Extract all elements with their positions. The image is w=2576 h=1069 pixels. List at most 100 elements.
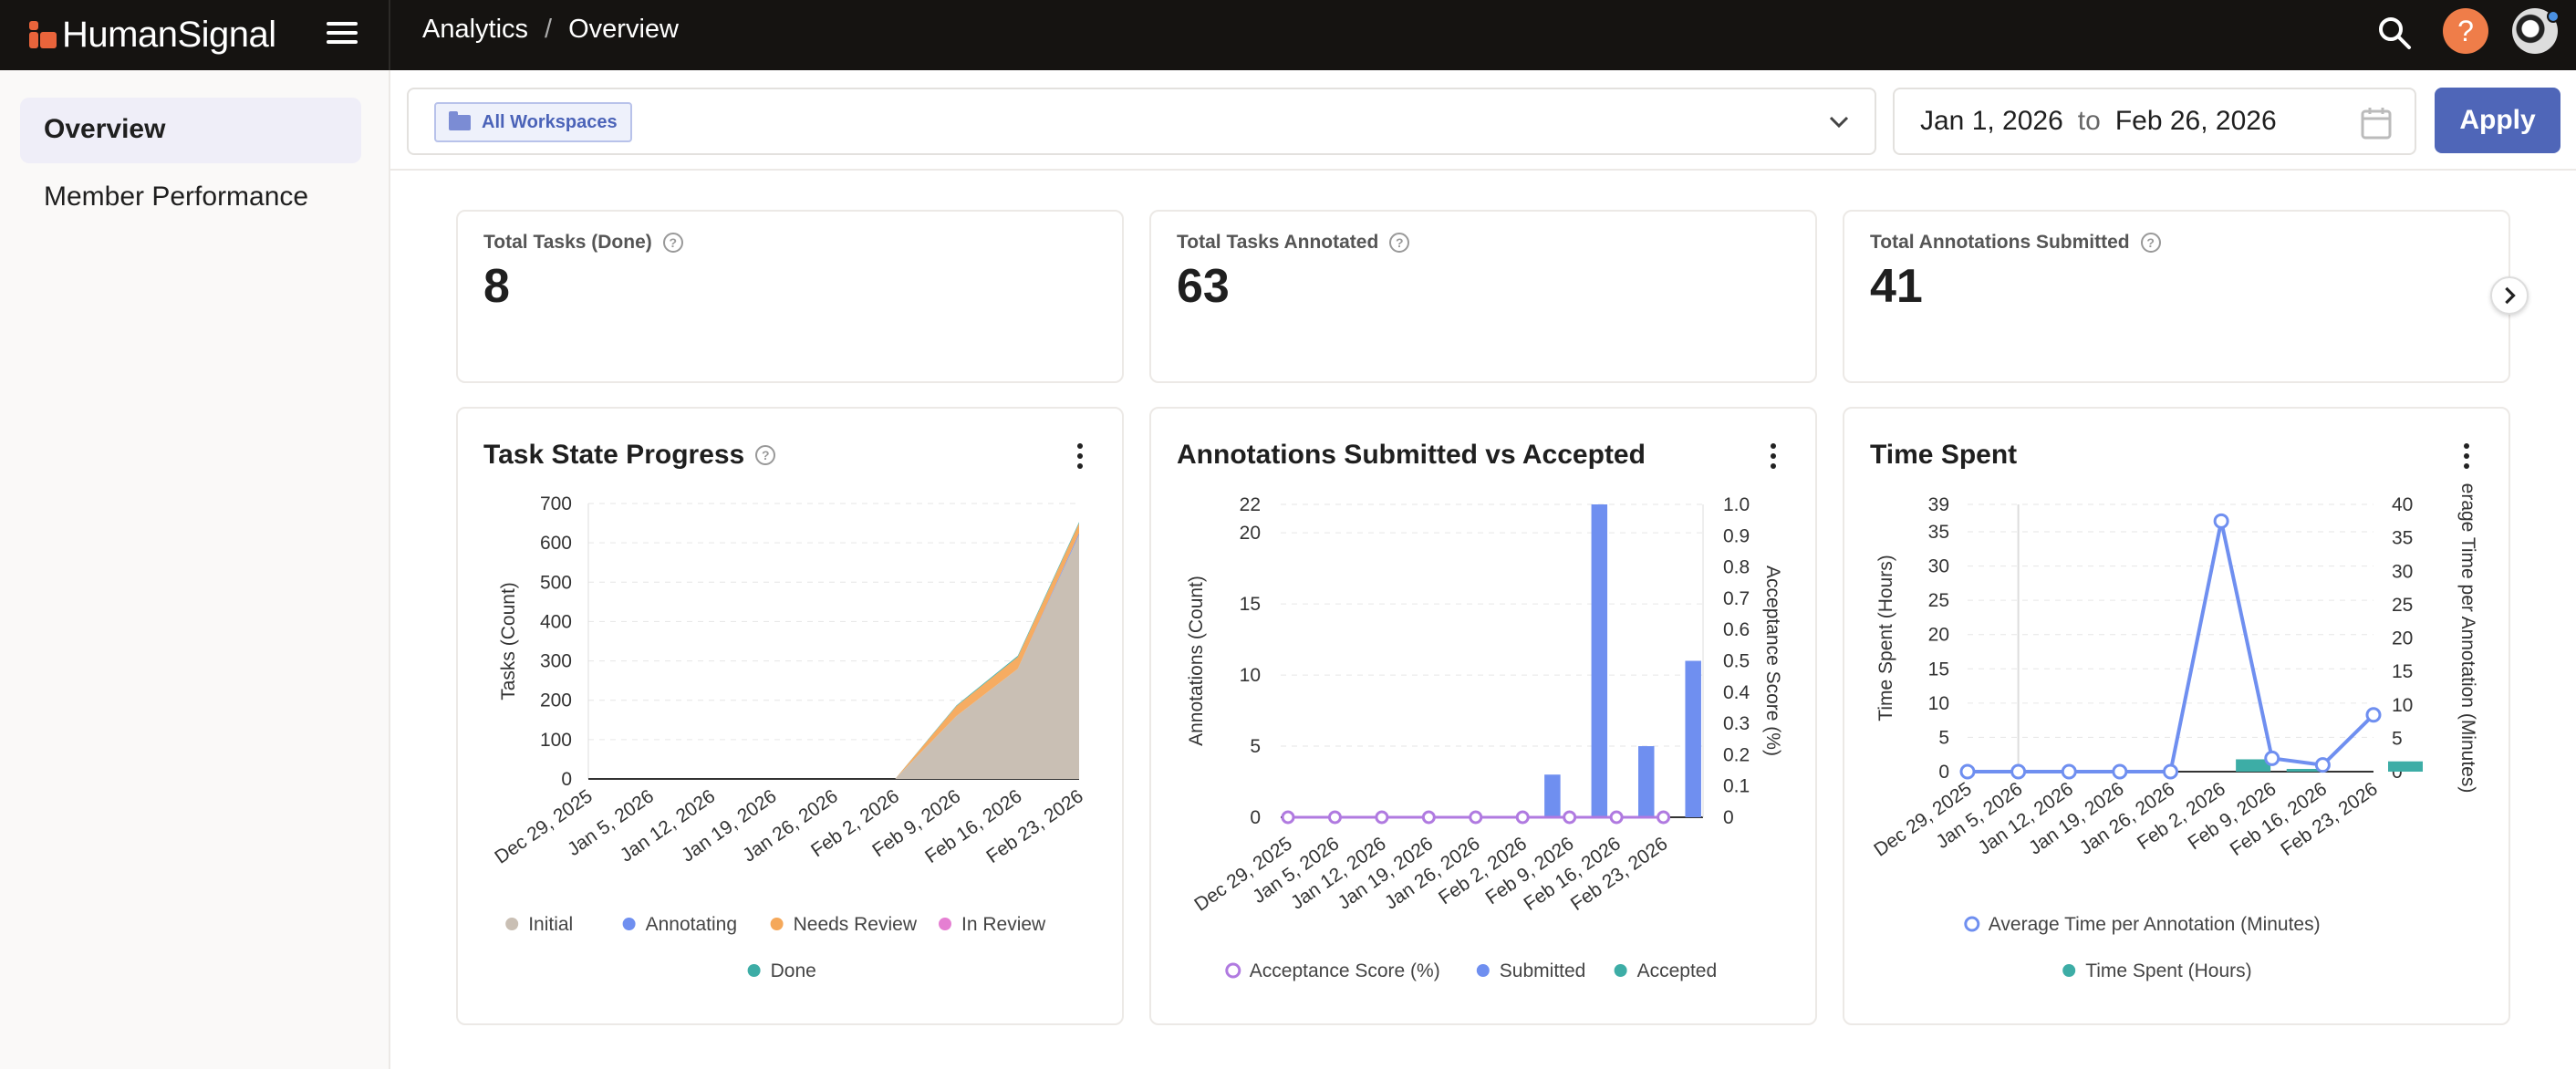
brand-logo[interactable]: HumanSignal [29,15,276,55]
y-tick-label: 400 [540,611,572,632]
folder-icon [449,110,471,130]
top-bar: HumanSignal Analytics / Overview ? [0,0,2576,70]
chart-title-wrap: Task State Progress? [483,440,776,471]
kpi-label-wrap: Total Annotations Submitted? [1870,232,2161,254]
point-average-time [2264,750,2280,766]
chart-title: Annotations Submitted vs Accepted [1177,440,1646,470]
y-tick-label: 300 [540,651,572,672]
breadcrumb-analytics[interactable]: Analytics [422,15,529,44]
breadcrumb-overview: Overview [568,15,679,44]
bar-time-spent [2286,768,2322,772]
help-circle-icon[interactable]: ? [2140,233,2161,253]
breadcrumb: Analytics / Overview [422,15,679,45]
chevron-down-icon[interactable] [1825,108,1853,135]
brand-name: HumanSignal [62,14,276,55]
y-tick-label: 10 [1240,665,1261,686]
point-average-time [2314,757,2331,773]
y-tick-label: 22 [1240,494,1261,515]
legend-label: Annotating [646,914,737,935]
y-tick-label: 5 [1938,727,1949,748]
bar-time-spent [2388,761,2423,772]
help-circle-icon[interactable]: ? [662,233,683,253]
bar-submitted [1591,504,1608,817]
topbar-divider [389,0,390,70]
y2-tick-label: 5 [2392,728,2403,749]
help-icon[interactable]: ? [2443,8,2488,54]
y-tick-label: 100 [540,730,572,751]
workspace-select[interactable]: All Workspaces [407,88,1876,155]
kpi-label: Total Tasks (Done) [483,232,652,253]
legend-label: Accepted [1637,960,1718,981]
legend-label: In Review [961,914,1046,935]
y2-tick-label: 20 [2392,628,2413,649]
status-dot [2547,10,2560,23]
sidebar-item-overview[interactable]: Overview [20,98,361,163]
y-tick-label: 15 [1928,659,1949,680]
date-range-picker[interactable]: Jan 1, 2026 to Feb 26, 2026 [1893,88,2416,155]
search-icon[interactable] [2376,15,2413,51]
bar-time-spent [2236,759,2271,772]
more-vertical-icon[interactable] [1075,443,1085,471]
chart-card-time-spent: Time Spent 0 5 10 15 20 25 30 35 39 0 5 10 15 20 25 30 3… [1843,407,2510,1025]
y2-tick-label: 0.1 [1723,776,1750,797]
y-tick-label: 0 [1938,762,1949,783]
workspace-tag[interactable]: All Workspaces [434,102,632,142]
date-from-input[interactable]: Jan 1, 2026 [1920,106,2063,136]
point-acceptance-score [1657,810,1671,825]
point-average-time [2061,763,2077,780]
y2-tick-label: 0.2 [1723,744,1750,765]
chart-title: Time Spent [1870,440,2018,470]
date-range-to-label: to [2077,106,2101,136]
kpi-card-total-tasks-done: Total Tasks (Done)? 8 [456,210,1124,383]
y-tick-label: 20 [1928,625,1949,646]
kpi-value: 8 [483,260,510,313]
legend-label: Submitted [1500,960,1586,981]
annotations-chart: 0 5 10 15 20 22 0 0.1 0.2 0.3 0.4 0.5 0.6 0.7 0.8 0.9 1.… [1186,494,1783,981]
point-average-time [2010,763,2027,780]
legend-marker [747,964,761,977]
time-spent-chart: 0 5 10 15 20 25 30 35 39 0 5 10 15 20 25 30 35 40 Time Spe… [1870,483,2478,981]
date-to-input[interactable]: Feb 26, 2026 [2114,106,2277,136]
sidebar: Overview Member Performance [0,70,390,1069]
kpi-card-total-tasks-annotated: Total Tasks Annotated? 63 [1149,210,1817,383]
sidebar-item-member-performance[interactable]: Member Performance [44,182,309,212]
legend-label: Initial [528,914,573,935]
y-tick-label: 200 [540,690,572,711]
legend-label: Time Spent (Hours) [2085,960,2251,981]
point-acceptance-score [1609,810,1624,825]
more-vertical-icon[interactable] [2461,443,2472,471]
calendar-icon[interactable] [2360,106,2393,140]
bar-submitted [1638,746,1655,817]
y-tick-label: 0 [561,769,572,790]
legend-label: Acceptance Score (%) [1250,960,1440,981]
y-tick-label: 10 [1928,693,1949,714]
y-axis-label: Annotations (Count) [1186,576,1207,746]
help-circle-icon[interactable]: ? [1389,233,1410,253]
y-tick-label: 30 [1928,556,1949,577]
y2-tick-label: 0.3 [1723,713,1750,734]
legend-marker [939,918,951,930]
kpi-card-total-annotations-submitted: Total Annotations Submitted? 41 [1843,210,2510,383]
help-circle-icon[interactable]: ? [755,445,776,465]
legend-marker [505,918,519,930]
kpi-value: 63 [1177,260,1230,313]
apply-button[interactable]: Apply [2435,88,2560,153]
hamburger-icon[interactable] [327,18,358,49]
y2-tick-label: 35 [2392,528,2413,549]
y2-tick-label: 30 [2392,561,2413,582]
y-tick-label: 35 [1928,522,1949,543]
chevron-right-icon[interactable] [2490,276,2529,315]
legend-marker [1476,964,1490,977]
point-acceptance-score [1515,810,1530,825]
legend-label: Done [771,960,816,981]
line-average-time [1968,520,2375,773]
more-vertical-icon[interactable] [1768,443,1779,471]
avatar[interactable] [2512,8,2560,54]
point-average-time [1959,763,1976,780]
y-tick-label: 5 [1250,736,1261,757]
y-tick-label: 39 [1928,494,1949,515]
y2-tick-label: 0.7 [1723,588,1750,609]
y-tick-label: 600 [540,533,572,554]
legend-marker [1225,962,1241,979]
